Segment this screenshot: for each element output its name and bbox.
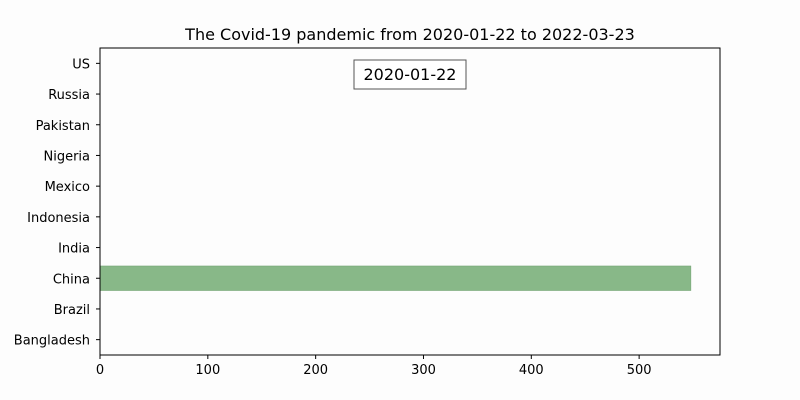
x-tick-label: 100 — [195, 363, 220, 378]
x-tick-label: 0 — [96, 363, 104, 378]
y-tick-label: US — [72, 57, 90, 72]
y-tick-label: China — [53, 272, 90, 287]
y-tick-label: India — [58, 242, 90, 257]
date-box-border — [353, 59, 467, 90]
y-tick-label: Bangladesh — [14, 334, 90, 349]
y-tick-label: Russia — [48, 88, 90, 103]
chart-title: The Covid-19 pandemic from 2020-01-22 to… — [184, 25, 635, 44]
y-tick-label: Indonesia — [27, 211, 90, 226]
plot-frame — [99, 47, 721, 356]
x-tick-label: 400 — [519, 363, 544, 378]
bars-group — [99, 265, 692, 291]
y-tick-label: Nigeria — [43, 149, 90, 164]
x-tick-label: 300 — [411, 363, 436, 378]
y-tick-label: Pakistan — [36, 119, 90, 134]
y-tick-label: Mexico — [45, 180, 90, 195]
date-label-box: 2020-01-22 — [353, 59, 467, 90]
x-tick-label: 500 — [627, 363, 652, 378]
x-axis: 0 100 200 300 400 500 — [96, 355, 652, 378]
y-axis: Bangladesh Brazil China India Indonesia Mexic… — [14, 57, 100, 349]
y-tick-label: Brazil — [54, 303, 90, 318]
x-tick-label: 200 — [303, 363, 328, 378]
bar-china — [99, 265, 692, 291]
date-label: 2020-01-22 — [364, 65, 457, 84]
